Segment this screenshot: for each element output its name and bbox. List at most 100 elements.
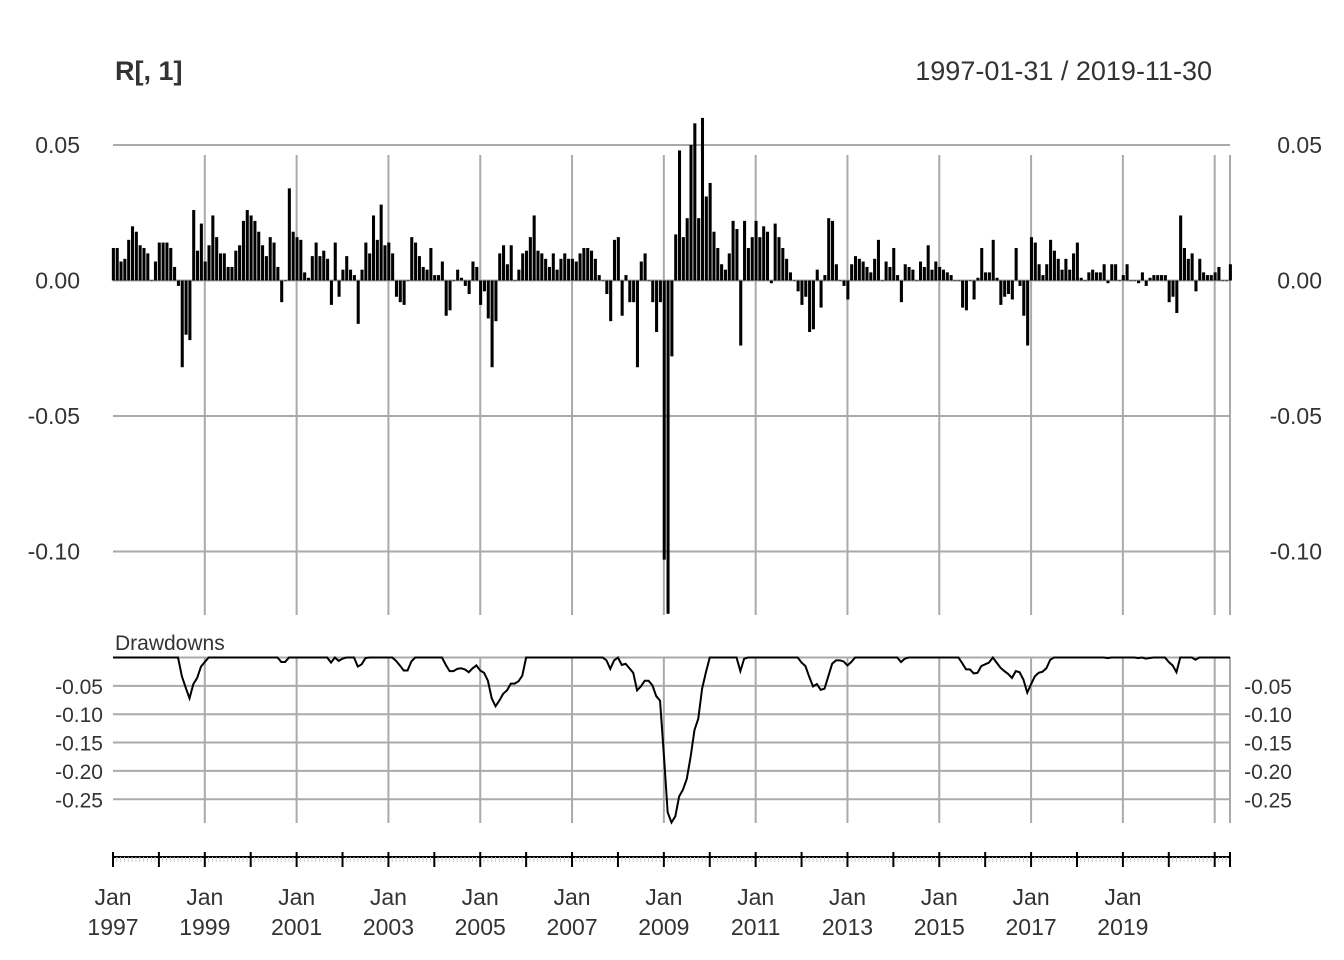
return-bar	[364, 242, 368, 281]
y-tick-label-right: -0.05	[1270, 403, 1322, 429]
return-bar	[773, 223, 777, 281]
return-bar	[938, 266, 942, 281]
x-tick-month-label: Jan	[1104, 884, 1141, 910]
return-bar	[1171, 280, 1175, 297]
x-tick-year-label: 1997	[87, 914, 138, 940]
return-bar	[815, 269, 819, 281]
return-bar	[918, 261, 923, 281]
return-bar	[490, 280, 494, 368]
drawdowns-panel-title: Drawdowns	[115, 632, 225, 655]
return-bar	[410, 237, 414, 281]
return-bar	[827, 218, 831, 281]
return-bar	[915, 280, 919, 282]
y-tick-label-left: -0.05	[28, 403, 80, 429]
return-bar	[326, 258, 330, 281]
return-bar	[907, 266, 911, 281]
return-bar	[536, 250, 540, 281]
return-bar	[1068, 269, 1072, 281]
return-bar	[1205, 275, 1209, 281]
return-bar	[329, 280, 333, 305]
return-bar	[345, 256, 349, 281]
return-bar	[502, 245, 506, 281]
return-bar	[192, 210, 196, 281]
return-bar	[505, 264, 509, 281]
return-bar	[850, 264, 854, 281]
return-bar	[697, 218, 701, 281]
return-bar	[670, 280, 674, 357]
bars-layer	[111, 117, 1232, 614]
return-bar	[134, 231, 138, 281]
return-bar	[1121, 275, 1125, 281]
return-bar	[226, 266, 230, 281]
dd-y-tick-label-right: -0.05	[1244, 676, 1292, 699]
x-tick-year-label: 2005	[455, 914, 506, 940]
y-tick-label-right: -0.10	[1270, 539, 1322, 565]
return-bar	[528, 237, 532, 281]
return-bar	[823, 275, 827, 281]
x-tick-year-label: 2007	[546, 914, 597, 940]
return-bar	[1060, 269, 1064, 281]
return-bar	[765, 231, 770, 281]
return-bar	[310, 256, 314, 281]
return-bar	[785, 258, 789, 281]
x-tick-month-label: Jan	[645, 884, 682, 910]
return-bar	[616, 237, 620, 281]
return-bar	[892, 247, 896, 281]
return-bar	[899, 280, 903, 303]
return-bar	[245, 210, 249, 281]
return-bar	[440, 261, 444, 281]
return-bar	[896, 275, 900, 281]
return-bar	[651, 280, 655, 303]
return-bar	[1182, 247, 1187, 281]
return-bar	[1083, 280, 1087, 282]
return-bar	[957, 280, 961, 282]
return-bar	[1106, 280, 1110, 284]
dd-y-tick-label-left: -0.05	[55, 676, 103, 699]
return-bar	[873, 258, 877, 281]
return-bar	[1041, 275, 1045, 281]
return-bar	[984, 272, 988, 281]
return-bar	[1137, 280, 1141, 284]
dd-y-tick-label-right: -0.20	[1244, 761, 1292, 784]
return-bar	[184, 280, 188, 335]
return-bar	[838, 280, 842, 282]
return-bar	[371, 215, 376, 281]
return-bar	[808, 280, 812, 332]
dd-y-tick-label-left: -0.25	[55, 789, 103, 812]
return-bar	[658, 280, 662, 303]
return-bar	[1098, 272, 1102, 281]
return-bar	[972, 280, 976, 300]
return-bar	[739, 280, 743, 346]
return-bar	[999, 280, 1003, 305]
return-bar	[995, 277, 999, 281]
return-bar	[138, 245, 142, 281]
grid-layer	[113, 144, 1231, 823]
return-bar	[758, 237, 762, 281]
return-bar	[322, 250, 326, 281]
return-bar	[429, 247, 433, 281]
return-bar	[551, 253, 555, 281]
return-bar	[1010, 280, 1014, 300]
return-bar	[934, 261, 938, 281]
return-bar	[635, 280, 639, 368]
return-bar	[777, 237, 781, 281]
return-bar	[819, 280, 823, 308]
x-tick-year-label: 2019	[1097, 914, 1148, 940]
return-bar	[922, 266, 926, 281]
return-bar	[620, 280, 624, 316]
return-bar	[176, 280, 180, 286]
return-bar	[218, 253, 223, 281]
return-bar	[884, 261, 888, 281]
return-bar	[467, 280, 471, 295]
return-bar	[980, 247, 984, 281]
return-bar	[1179, 215, 1183, 281]
return-bar	[264, 256, 268, 281]
return-bar	[1156, 275, 1160, 281]
x-tick-year-label: 2017	[1005, 914, 1056, 940]
return-bar	[769, 280, 773, 284]
drawdown-line-layer	[113, 655, 1230, 825]
return-bar	[1045, 264, 1049, 281]
return-bar	[509, 245, 513, 281]
x-tick-month-label: Jan	[737, 884, 774, 910]
